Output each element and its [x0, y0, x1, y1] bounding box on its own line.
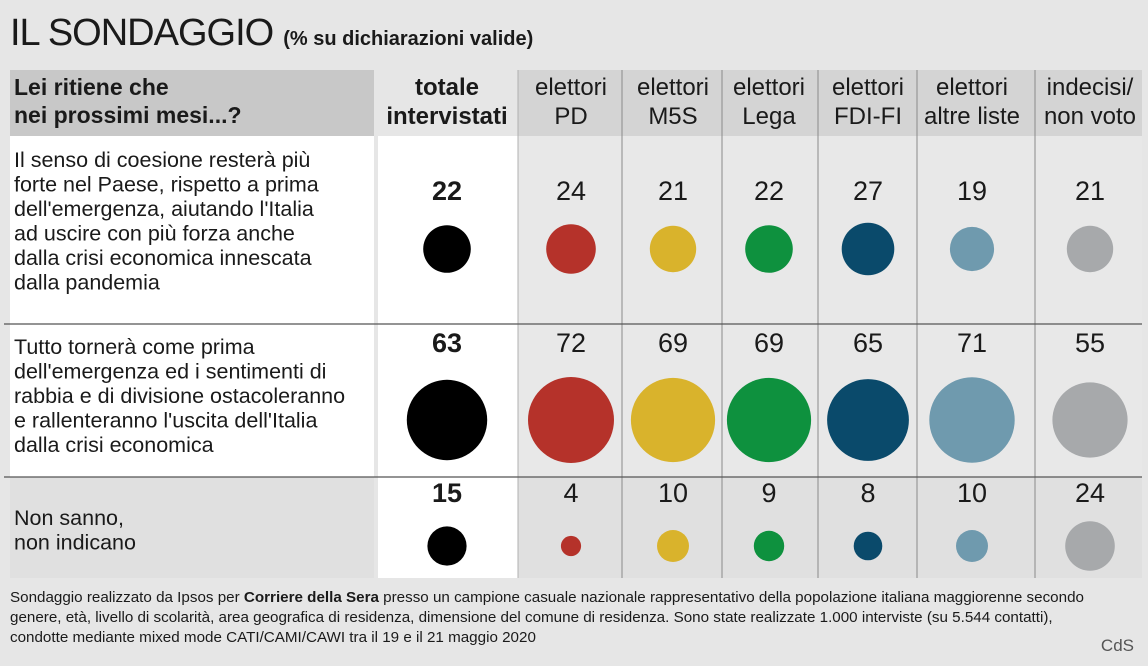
column-header-4: elettori	[733, 74, 805, 101]
bubble-r3-c6	[956, 530, 988, 562]
column-header-3: M5S	[648, 103, 697, 130]
bubble-r2-c6	[929, 377, 1015, 463]
row-3-label-bg	[10, 477, 374, 578]
value-label-r3-c6: 10	[957, 478, 987, 508]
bubble-r1-c7	[1066, 225, 1114, 273]
value-label-r1-c1: 22	[432, 176, 462, 206]
row-1-label-line: forte nel Paese, rispetto a prima	[14, 173, 319, 197]
bubble-r3-c5	[853, 531, 883, 561]
row-2-label-line: dalla crisi economica	[14, 433, 214, 457]
row-2-label-line: rabbia e di divisione ostacoleranno	[14, 384, 345, 408]
row-3-label-line: non indicano	[14, 531, 136, 555]
credit-label: CdS	[1100, 636, 1134, 655]
value-label-r3-c7: 24	[1075, 478, 1105, 508]
row-1-label-line: ad uscire con più forza anche	[14, 222, 295, 246]
bubble-r2-c1	[406, 379, 488, 461]
column-header-2: elettori	[535, 74, 607, 101]
column-header-1: intervistati	[386, 103, 507, 130]
footnote-suffix: presso un campione casuale nazionale rap…	[10, 589, 1084, 646]
column-header-3: elettori	[637, 74, 709, 101]
bubble-r2-c4	[726, 377, 812, 463]
question-header-bg	[10, 70, 374, 136]
value-label-r1-c5: 27	[853, 176, 883, 206]
bubble-r1-c4	[745, 225, 793, 273]
bubble-r1-c2	[546, 224, 596, 274]
bubble-r2-c7	[1052, 382, 1128, 458]
value-label-r2-c3: 69	[658, 328, 688, 358]
question-header-line: nei prossimi mesi...?	[14, 102, 242, 128]
column-header-6: elettori	[936, 74, 1008, 101]
value-label-r3-c2: 4	[563, 478, 578, 508]
bubble-r1-c6	[949, 226, 995, 272]
value-label-r1-c7: 21	[1075, 176, 1105, 206]
bubble-r1-c5	[841, 222, 895, 276]
column-header-7: non voto	[1044, 103, 1136, 130]
footnote-prefix: Sondaggio realizzato da Ipsos per	[10, 589, 244, 606]
value-label-r2-c2: 72	[556, 328, 586, 358]
value-label-r3-c1: 15	[432, 478, 462, 508]
row-3-label-line: Non sanno,	[14, 506, 124, 530]
value-label-r1-c6: 19	[957, 176, 987, 206]
row-1-label-bg	[10, 136, 374, 324]
value-label-r2-c4: 69	[754, 328, 784, 358]
row-1-label-line: dalla pandemia	[14, 271, 160, 295]
column-header-1: totale	[415, 74, 479, 101]
bubble-r3-c3	[657, 530, 689, 562]
footnote: Sondaggio realizzato da Ipsos per Corrie…	[10, 588, 1100, 648]
column-header-6: altre liste	[924, 103, 1020, 130]
value-label-r3-c4: 9	[761, 478, 776, 508]
bubble-r2-c5	[827, 379, 909, 461]
bubble-r2-c2	[528, 377, 614, 463]
value-label-r2-c6: 71	[957, 328, 987, 358]
bubble-r3-c2	[560, 535, 582, 557]
value-label-r2-c5: 65	[853, 328, 883, 358]
row-1-label-line: Il senso di coesione resterà più	[14, 148, 310, 172]
row-1-parties-bg	[518, 136, 1142, 324]
total-header-bg	[378, 70, 518, 136]
bubble-r3-c4	[753, 530, 785, 562]
bubble-r3-c1	[427, 526, 467, 566]
value-label-r2-c1: 63	[432, 328, 462, 358]
value-label-r1-c2: 24	[556, 176, 586, 206]
value-label-r3-c3: 10	[658, 478, 688, 508]
bubble-r1-c1	[423, 225, 471, 273]
title-row: IL SONDAGGIO (% su dichiarazioni valide)	[10, 12, 533, 62]
bubble-r2-c3	[630, 377, 716, 463]
column-header-4: Lega	[742, 103, 796, 130]
value-label-r2-c7: 55	[1075, 328, 1105, 358]
bubble-r3-c7	[1065, 521, 1115, 571]
row-2-label-line: dell'emergenza ed i sentimenti di	[14, 360, 326, 384]
chart-subtitle: (% su dichiarazioni valide)	[283, 28, 534, 50]
row-2-label-line: Tutto tornerà come prima	[14, 335, 255, 359]
bubble-r1-c3	[649, 225, 697, 273]
value-label-r1-c4: 22	[754, 176, 784, 206]
column-header-5: elettori	[832, 74, 904, 101]
column-header-2: PD	[554, 103, 587, 130]
footnote-source: Corriere della Sera	[243, 589, 379, 606]
row-2-label-line: e rallenteranno l'uscita dell'Italia	[14, 409, 317, 433]
row-1-label-line: dell'emergenza, aiutando l'Italia	[14, 197, 314, 221]
chart-title: IL SONDAGGIO	[10, 12, 274, 54]
column-header-7: indecisi/	[1047, 74, 1134, 101]
row-3-parties-bg	[518, 477, 1142, 578]
value-label-r3-c5: 8	[860, 478, 875, 508]
row-2-parties-bg	[518, 324, 1142, 477]
question-header-line: Lei ritiene che	[14, 74, 169, 100]
row-1-label-line: dalla crisi economica innescata	[14, 246, 312, 270]
value-label-r1-c3: 21	[658, 176, 688, 206]
row-2-label-bg	[10, 324, 374, 477]
column-header-5: FDI-FI	[834, 103, 902, 130]
